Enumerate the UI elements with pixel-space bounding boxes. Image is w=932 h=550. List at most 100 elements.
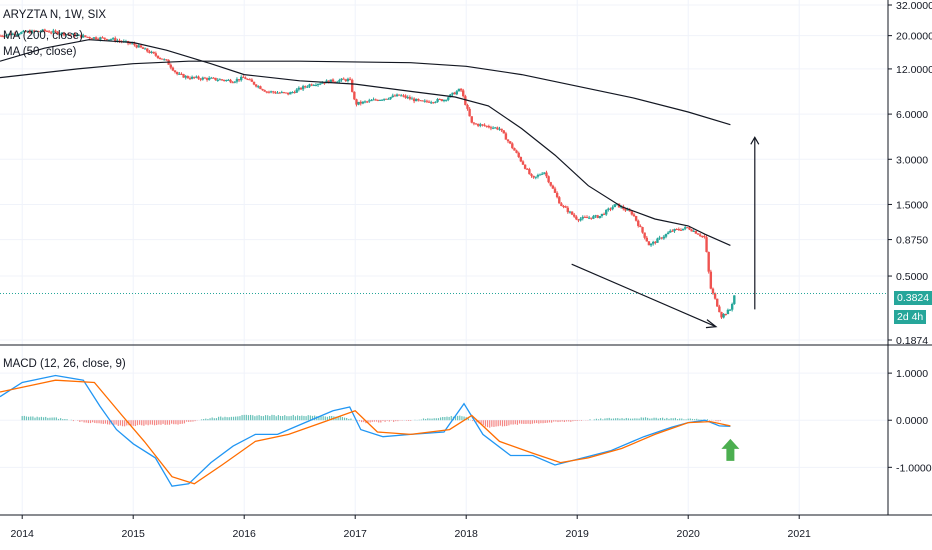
ma200-legend[interactable]: MA (200, close) (3, 29, 83, 43)
histogram-bar (597, 419, 600, 421)
candle-body (459, 88, 463, 91)
time-tick-label: 2020 (677, 528, 701, 540)
candle-body (596, 215, 599, 218)
histogram-bar (190, 420, 192, 422)
histogram-bar (557, 420, 559, 423)
candle-body (526, 168, 529, 170)
histogram-bar (156, 420, 158, 426)
candle-body (299, 87, 303, 90)
candle-body (470, 116, 473, 123)
candle-body (47, 31, 51, 33)
candle-body (457, 88, 461, 92)
histogram-bar (653, 417, 655, 421)
candle-body (265, 91, 269, 93)
histogram-bar (267, 415, 269, 421)
histogram-bar (160, 420, 162, 425)
histogram-bar (459, 415, 461, 421)
candle-body (28, 31, 32, 34)
candle-body (225, 79, 228, 81)
histogram-bar (504, 420, 506, 427)
price-tick-label: 6.0000 (896, 109, 928, 121)
histogram-bar (657, 418, 659, 421)
candle-body (175, 72, 179, 75)
histogram-bar (550, 420, 553, 423)
histogram-bar (410, 420, 412, 421)
candle-body (297, 87, 301, 90)
histogram-bar (527, 420, 529, 424)
macd-legend[interactable]: MACD (12, 26, close, 9) (3, 357, 126, 371)
candle-body (592, 216, 595, 219)
histogram-bar (563, 420, 565, 423)
histogram-bar (689, 418, 691, 421)
symbol-legend[interactable]: ARYZTA N, 1W, SIX (3, 8, 106, 22)
candle-body (423, 100, 426, 102)
histogram-bar (491, 420, 493, 427)
candle-body (564, 206, 567, 208)
candle-body (82, 35, 85, 38)
candle-body (656, 238, 659, 243)
histogram-bar (284, 415, 286, 421)
histogram-bar (153, 420, 156, 426)
histogram-bar (220, 416, 222, 421)
histogram-bar (275, 416, 277, 421)
histogram-bar (81, 420, 83, 422)
histogram-bar (296, 415, 299, 421)
candle-body (393, 95, 397, 97)
candle-body (289, 92, 292, 95)
histogram-bar (343, 417, 346, 421)
histogram-bar (230, 416, 232, 421)
candle-body (673, 228, 676, 232)
histogram-bar (346, 418, 348, 421)
histogram-bar (448, 416, 450, 421)
candle-body (425, 100, 429, 102)
histogram-bar (425, 418, 427, 421)
candle-body (607, 208, 610, 210)
histogram-bar (200, 419, 203, 421)
histogram-bar (546, 420, 548, 423)
ma50-legend[interactable]: MA (50, close) (3, 45, 77, 59)
time-tick-label: 2021 (788, 528, 812, 540)
histogram-bar (89, 420, 92, 424)
candle-body (5, 35, 8, 37)
candle-body (455, 91, 459, 95)
histogram-bar (98, 420, 100, 424)
histogram-bar (264, 415, 267, 421)
price-tick-label: 12.0000 (896, 64, 932, 76)
histogram-bar (213, 418, 215, 421)
countdown-badge: 2d 4h (894, 310, 927, 324)
candle-body (314, 85, 318, 87)
candle-body (316, 83, 320, 86)
price-tick-label: 0.8750 (896, 235, 928, 247)
time-tick-label: 2017 (344, 528, 368, 540)
histogram-bar (256, 415, 258, 421)
histogram-bar (670, 418, 672, 421)
histogram-bar (183, 420, 186, 424)
signal-line (0, 379, 731, 485)
candle-body (566, 207, 570, 213)
histogram-bar (341, 417, 343, 421)
candle-body (43, 29, 47, 31)
ma50-label: MA (50, close) (3, 46, 77, 58)
histogram-bar (672, 418, 674, 421)
candle-body (453, 92, 456, 95)
candle-body (451, 92, 454, 95)
candle-body (69, 34, 72, 36)
candle-body (669, 230, 672, 233)
candle-body (483, 124, 486, 126)
histogram-bar (386, 420, 388, 421)
candle-body (406, 97, 409, 99)
histogram-bar (55, 417, 57, 421)
histogram-bar (47, 417, 49, 421)
candle-body (363, 101, 367, 103)
histogram-bar (561, 420, 563, 422)
histogram-bar (205, 418, 207, 421)
histogram-bar (228, 417, 230, 421)
candle-body (188, 78, 192, 80)
candle-body (675, 228, 678, 230)
histogram-bar (21, 416, 23, 421)
histogram-bar (181, 420, 183, 424)
histogram-bar (685, 419, 687, 421)
histogram-bar (604, 418, 606, 421)
candle-body (658, 237, 661, 239)
histogram-bar (286, 416, 288, 421)
